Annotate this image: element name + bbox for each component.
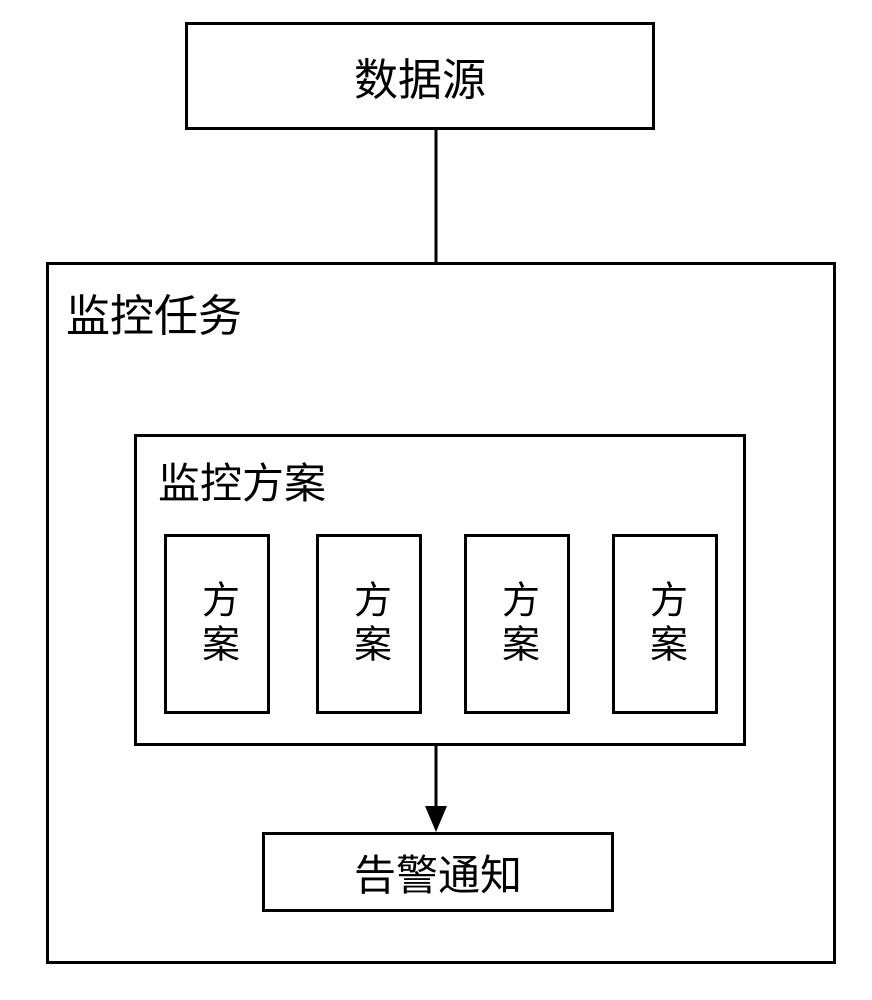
scheme-item-label: 方案 xyxy=(490,580,545,668)
scheme-item-box: 方案 xyxy=(316,534,422,714)
data-source-box: 数据源 xyxy=(185,22,655,130)
scheme-item-box: 方案 xyxy=(612,534,718,714)
scheme-item-label: 方案 xyxy=(190,580,245,668)
scheme-item-label: 方案 xyxy=(342,580,397,668)
alarm-label: 告警通知 xyxy=(354,842,522,903)
scheme-item-box: 方案 xyxy=(164,534,270,714)
monitor-scheme-label: 监控方案 xyxy=(158,450,326,511)
alarm-box: 告警通知 xyxy=(262,832,614,912)
scheme-item-box: 方案 xyxy=(464,534,570,714)
data-source-label: 数据源 xyxy=(354,44,486,108)
monitor-task-label: 监控任务 xyxy=(66,280,242,344)
scheme-item-label: 方案 xyxy=(638,580,693,668)
arrow-scheme-to-alarm xyxy=(414,746,458,832)
